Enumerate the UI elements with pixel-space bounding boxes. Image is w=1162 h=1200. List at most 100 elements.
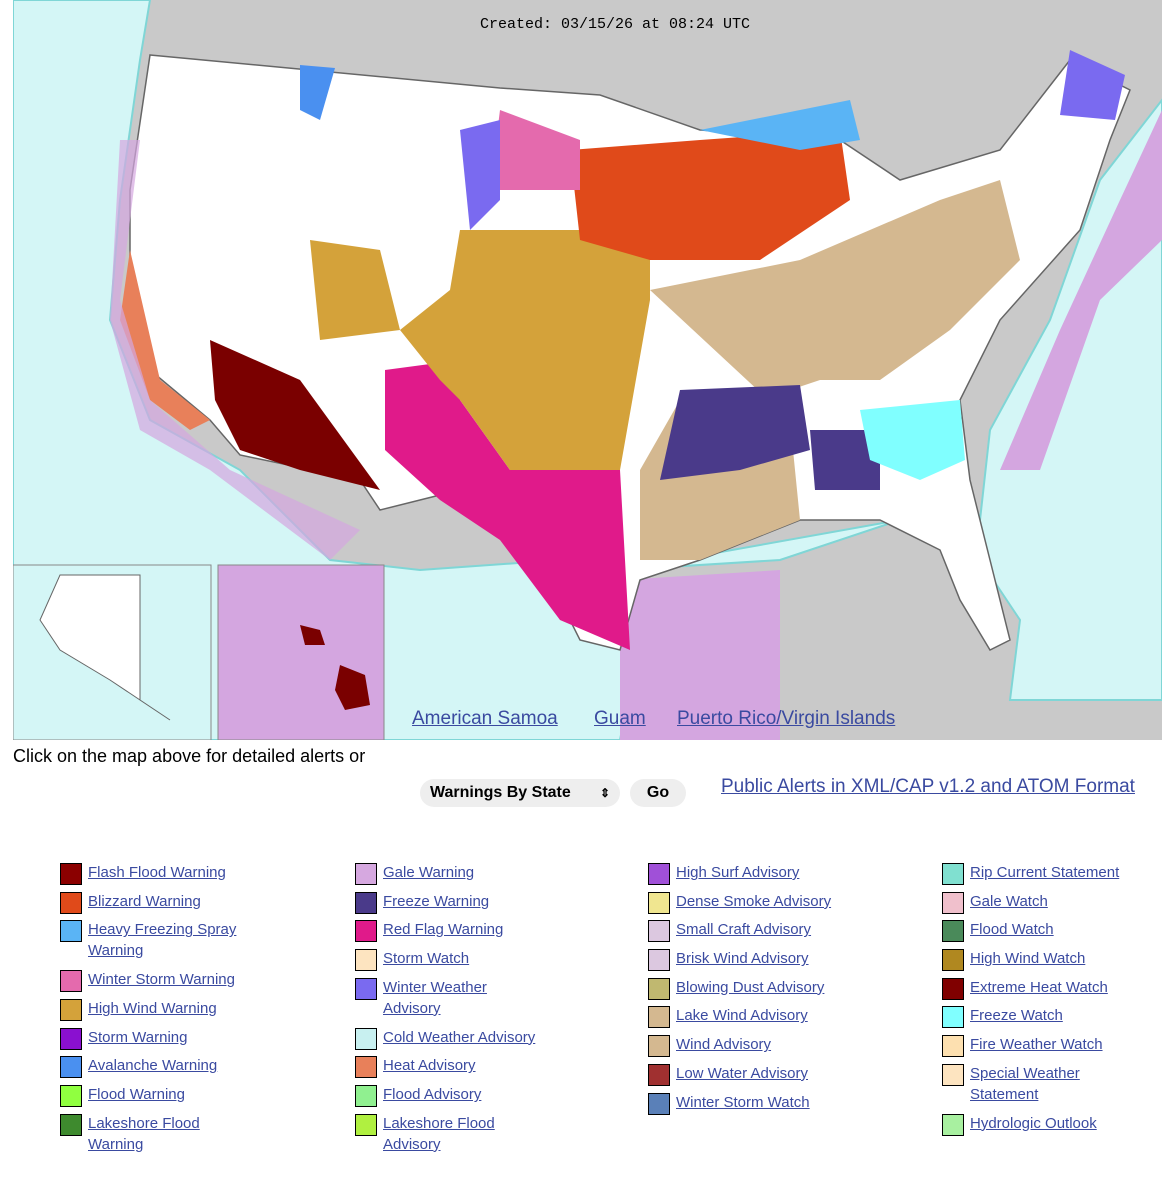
legend-label[interactable]: Rip Current Statement: [970, 864, 1120, 881]
created-timestamp: Created: 03/15/26 at 08:24 UTC: [479, 16, 751, 33]
legend-swatch: [648, 920, 670, 943]
legend-label[interactable]: Dense Smoke Advisory: [676, 892, 832, 910]
legend-label[interactable]: Hydrologic Outlook: [970, 1114, 1097, 1132]
legend-label[interactable]: Gale Warning: [383, 864, 475, 881]
legend-item: Hydrologic Outlook: [942, 1113, 1162, 1142]
territory-link[interactable]: Guam: [594, 708, 646, 729]
legend-label[interactable]: Heavy Freezing Spray Warning: [88, 921, 237, 960]
legend-item: Gale Watch: [942, 891, 1162, 920]
legend-label[interactable]: Cold Weather Advisory: [383, 1028, 536, 1046]
legend-label[interactable]: Freeze Warning: [383, 892, 490, 910]
legend-item: Storm Watch: [355, 948, 635, 977]
legend-swatch: [942, 949, 964, 972]
legend-swatch: [648, 891, 670, 914]
legend-item: Red Flag Warning: [355, 919, 635, 948]
legend-label[interactable]: Blowing Dust Advisory: [676, 978, 825, 996]
legend-label[interactable]: Lakeshore Flood Advisory: [383, 1114, 495, 1153]
legend-item: Blizzard Warning: [60, 891, 340, 920]
go-button[interactable]: Go: [630, 779, 686, 807]
legend-item: Brisk Wind Advisory: [648, 948, 928, 977]
region-winter-storm: [490, 110, 580, 190]
hawaii-maui: [300, 625, 325, 645]
state-select[interactable]: Warnings By State ⇕: [420, 779, 620, 807]
legend-item: Lake Wind Advisory: [648, 1005, 928, 1034]
legend-label[interactable]: High Wind Watch: [970, 950, 1086, 968]
legend-swatch: [942, 977, 964, 1000]
legend-swatch: [942, 863, 964, 885]
legend-item: Blowing Dust Advisory: [648, 977, 928, 1006]
legend-label[interactable]: Heat Advisory: [383, 1057, 476, 1075]
legend-label[interactable]: High Surf Advisory: [676, 864, 800, 881]
region-freezing-spray: [700, 100, 860, 150]
legend-label[interactable]: Flood Advisory: [383, 1086, 482, 1104]
select-value: Warnings By State: [430, 784, 571, 801]
legend-item: Heat Advisory: [355, 1055, 635, 1084]
region-blizzard: [570, 130, 850, 260]
legend-item: Lakeshore Flood Advisory: [355, 1113, 635, 1163]
legend-item: Avalanche Warning: [60, 1055, 340, 1084]
legend-label[interactable]: Winter Storm Warning: [88, 971, 235, 989]
legend-label[interactable]: Blizzard Warning: [88, 892, 201, 910]
legend-swatch: [648, 1006, 670, 1029]
legend-item: Extreme Heat Watch: [942, 977, 1162, 1006]
region-red-flag: [385, 360, 630, 650]
feed-link[interactable]: Public Alerts in XML/CAP v1.2 and ATOM F…: [721, 776, 1135, 797]
legend-swatch: [60, 999, 82, 1022]
legend-label[interactable]: Lake Wind Advisory: [676, 1007, 808, 1025]
region-avalanche: [300, 65, 335, 120]
legend-column: Flash Flood Warning Blizzard Warning Heavy…: [60, 862, 340, 1163]
legend-item: Rip Current Statement: [942, 862, 1162, 891]
legend-item: Fire Weather Watch: [942, 1034, 1162, 1063]
legend-label[interactable]: Fire Weather Watch: [970, 1036, 1103, 1054]
legend-item: Winter Storm Watch: [648, 1092, 928, 1121]
legend-item: Wind Advisory: [648, 1034, 928, 1063]
legend-swatch: [60, 1056, 82, 1079]
legend-swatch: [60, 1113, 82, 1136]
legend-label[interactable]: Low Water Advisory: [676, 1064, 808, 1082]
alert-map[interactable]: [13, 0, 1162, 740]
legend-label[interactable]: Wind Advisory: [676, 1036, 772, 1054]
region-heat: [120, 250, 210, 430]
legend-label[interactable]: Brisk Wind Advisory: [676, 950, 809, 968]
alaska: [39, 574, 171, 721]
legend-label[interactable]: Flash Flood Warning: [88, 864, 226, 881]
legend-label[interactable]: Flood Warning: [88, 1086, 185, 1104]
legend-label[interactable]: Gale Watch: [970, 892, 1048, 910]
legend-label[interactable]: Winter Weather Advisory: [383, 978, 487, 1017]
legend-swatch: [60, 863, 82, 885]
legend-swatch: [942, 1113, 964, 1136]
legend-swatch: [648, 977, 670, 1000]
legend-item: Heavy Freezing Spray Warning: [60, 919, 340, 969]
territory-link[interactable]: American Samoa: [412, 708, 558, 729]
legend-label[interactable]: Red Flag Warning: [383, 921, 504, 939]
legend-item: Flood Warning: [60, 1084, 340, 1113]
region-flash-flood: [210, 340, 380, 490]
legend-swatch: [355, 920, 377, 943]
territory-link[interactable]: Puerto Rico/Virgin Islands: [677, 708, 896, 729]
legend-label[interactable]: Avalanche Warning: [88, 1057, 218, 1075]
legend-swatch: [355, 949, 377, 972]
legend-swatch: [942, 920, 964, 943]
region-winter-weather: [1060, 50, 1125, 120]
legend-swatch: [648, 1092, 670, 1115]
legend-item: Flood Advisory: [355, 1084, 635, 1113]
legend-label[interactable]: Flood Watch: [970, 921, 1054, 939]
legend-label[interactable]: Freeze Watch: [970, 1007, 1063, 1025]
legend-swatch: [60, 1085, 82, 1108]
legend-label[interactable]: Extreme Heat Watch: [970, 978, 1108, 996]
region-winter-weather-mt: [460, 120, 500, 230]
legend-label[interactable]: High Wind Warning: [88, 1000, 217, 1018]
legend-label[interactable]: Small Craft Advisory: [676, 921, 812, 939]
legend-item: Gale Warning: [355, 862, 635, 891]
region-high-wind: [400, 230, 650, 470]
legend-label[interactable]: Winter Storm Watch: [676, 1093, 810, 1111]
legend-label[interactable]: Lakeshore Flood Warning: [88, 1114, 200, 1153]
legend-label[interactable]: Storm Watch: [383, 950, 470, 968]
legend-label[interactable]: Storm Warning: [88, 1028, 188, 1046]
legend-swatch: [942, 1035, 964, 1058]
legend-swatch: [60, 920, 82, 943]
legend-label[interactable]: Special Weather Statement: [970, 1064, 1080, 1103]
legend-item: High Wind Warning: [60, 998, 340, 1027]
legend-item: Freeze Watch: [942, 1005, 1162, 1034]
legend-swatch: [648, 863, 670, 885]
